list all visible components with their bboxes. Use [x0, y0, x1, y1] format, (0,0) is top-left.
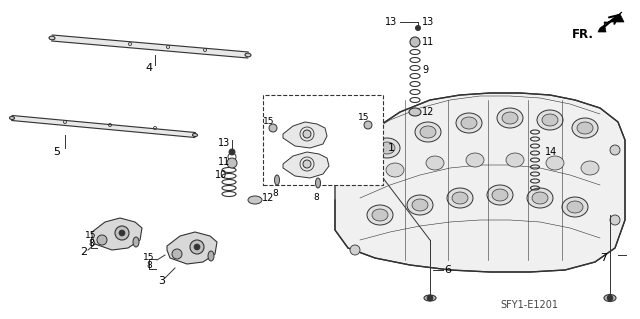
Text: 3: 3 — [158, 276, 165, 286]
Ellipse shape — [208, 251, 214, 261]
Polygon shape — [92, 218, 142, 250]
Text: 8: 8 — [272, 189, 278, 198]
Ellipse shape — [316, 178, 321, 188]
Text: 15: 15 — [358, 113, 369, 122]
Circle shape — [97, 235, 107, 245]
Ellipse shape — [546, 156, 564, 170]
Ellipse shape — [527, 188, 553, 208]
Polygon shape — [167, 232, 217, 264]
Ellipse shape — [426, 156, 444, 170]
Circle shape — [190, 240, 204, 254]
Ellipse shape — [412, 199, 428, 211]
Text: 11: 11 — [218, 157, 230, 167]
Ellipse shape — [374, 138, 400, 158]
Ellipse shape — [372, 209, 388, 221]
Ellipse shape — [275, 175, 280, 185]
Circle shape — [303, 160, 311, 168]
Ellipse shape — [133, 237, 139, 247]
Circle shape — [172, 249, 182, 259]
Ellipse shape — [245, 53, 251, 57]
Circle shape — [360, 135, 370, 145]
Circle shape — [410, 37, 420, 47]
Text: 13: 13 — [422, 17, 435, 27]
Ellipse shape — [506, 153, 524, 167]
Ellipse shape — [452, 192, 468, 204]
Ellipse shape — [487, 185, 513, 205]
Ellipse shape — [562, 197, 588, 217]
Ellipse shape — [577, 122, 593, 134]
Circle shape — [119, 230, 125, 236]
Circle shape — [194, 244, 200, 250]
Ellipse shape — [379, 142, 395, 154]
Ellipse shape — [248, 196, 262, 204]
Circle shape — [350, 245, 360, 255]
Text: 15: 15 — [85, 232, 97, 241]
Circle shape — [269, 124, 277, 132]
Text: SFY1-E1201: SFY1-E1201 — [500, 300, 558, 310]
Ellipse shape — [497, 108, 523, 128]
Circle shape — [610, 215, 620, 225]
Circle shape — [427, 295, 433, 301]
Text: 1: 1 — [388, 143, 395, 153]
Polygon shape — [283, 122, 327, 148]
Circle shape — [227, 158, 237, 168]
Ellipse shape — [386, 163, 404, 177]
Ellipse shape — [604, 294, 616, 301]
Text: 8: 8 — [88, 240, 93, 249]
Circle shape — [303, 130, 311, 138]
Text: 13: 13 — [385, 17, 397, 27]
Text: FR.: FR. — [572, 27, 594, 41]
Ellipse shape — [415, 122, 441, 142]
Text: 9: 9 — [422, 65, 428, 75]
Ellipse shape — [537, 110, 563, 130]
Text: 4: 4 — [145, 63, 152, 73]
Circle shape — [115, 226, 129, 240]
Circle shape — [607, 295, 613, 301]
Ellipse shape — [567, 201, 583, 213]
Text: 14: 14 — [545, 147, 557, 157]
Text: 13: 13 — [218, 138, 230, 148]
Ellipse shape — [409, 108, 421, 116]
Ellipse shape — [407, 195, 433, 215]
Text: 15: 15 — [263, 116, 275, 125]
Ellipse shape — [367, 205, 393, 225]
Ellipse shape — [492, 189, 508, 201]
Ellipse shape — [193, 133, 198, 137]
Circle shape — [229, 149, 235, 155]
Ellipse shape — [542, 114, 558, 126]
Circle shape — [415, 26, 420, 31]
Text: 12: 12 — [262, 193, 275, 203]
Polygon shape — [12, 115, 195, 137]
Text: 12: 12 — [422, 107, 435, 117]
Text: 7: 7 — [600, 253, 607, 263]
Polygon shape — [52, 35, 248, 58]
Ellipse shape — [49, 36, 55, 40]
Text: 15: 15 — [143, 254, 154, 263]
Ellipse shape — [424, 295, 436, 301]
Text: 2: 2 — [80, 247, 87, 257]
Text: 8: 8 — [313, 192, 319, 202]
Bar — [263, 95, 383, 185]
Text: 6: 6 — [444, 265, 451, 275]
Ellipse shape — [466, 153, 484, 167]
Ellipse shape — [461, 117, 477, 129]
Text: 5: 5 — [54, 147, 61, 157]
Ellipse shape — [502, 112, 518, 124]
Ellipse shape — [572, 118, 598, 138]
Ellipse shape — [581, 161, 599, 175]
Text: 10: 10 — [215, 170, 227, 180]
Circle shape — [364, 121, 372, 129]
Ellipse shape — [420, 126, 436, 138]
Circle shape — [610, 145, 620, 155]
Polygon shape — [283, 152, 329, 178]
Text: 11: 11 — [422, 37, 435, 47]
Ellipse shape — [10, 116, 15, 120]
Polygon shape — [335, 93, 625, 272]
Ellipse shape — [456, 113, 482, 133]
Ellipse shape — [532, 192, 548, 204]
Polygon shape — [598, 12, 624, 32]
Text: 8: 8 — [146, 262, 152, 271]
Ellipse shape — [447, 188, 473, 208]
